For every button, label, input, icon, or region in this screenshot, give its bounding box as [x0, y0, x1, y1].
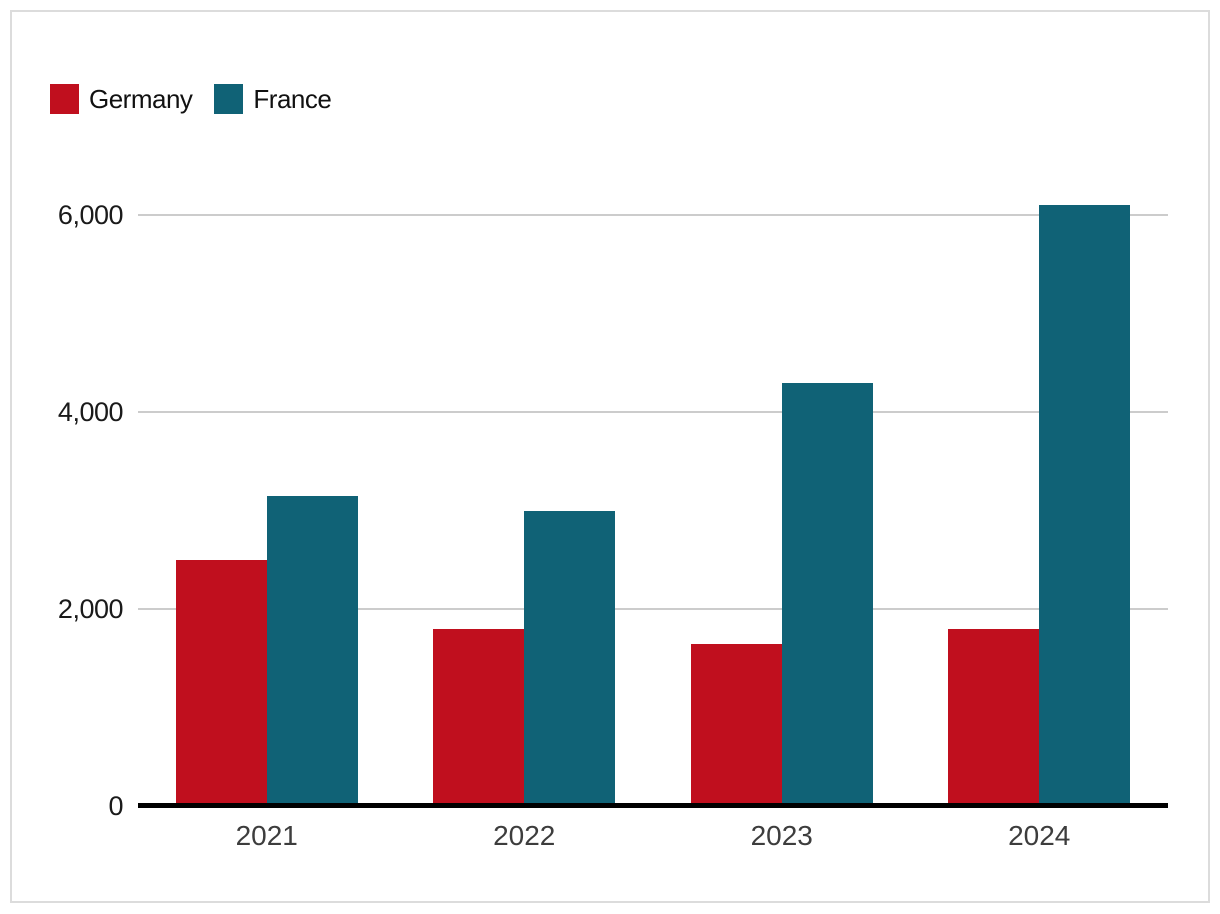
x-axis-baseline: [138, 803, 1168, 808]
bar-france-2024[interactable]: [1039, 205, 1131, 806]
x-tick-label-2023: 2023: [750, 820, 813, 851]
gridlines-layer: [138, 166, 1168, 806]
plot-area: [138, 166, 1168, 806]
y-tick-label-0: 0: [108, 791, 123, 821]
x-tick-label-2024: 2024: [1008, 820, 1071, 851]
legend: Germany France: [50, 84, 332, 114]
gridline-2000: [138, 608, 1168, 611]
x-axis-labels: 2021 2022 2023 2024: [138, 820, 1168, 852]
legend-item-germany[interactable]: Germany: [50, 84, 193, 114]
bar-group-2024: [911, 166, 1169, 806]
bar-france-2022[interactable]: [524, 511, 616, 806]
france-swatch-icon: [214, 84, 244, 114]
x-tick-label-2022: 2022: [493, 820, 556, 851]
y-tick-label-6000: 6,000: [57, 200, 124, 231]
bar-group-2023: [653, 166, 911, 806]
y-tick-label-2000: 2,000: [57, 594, 124, 625]
bar-group-2022: [396, 166, 654, 806]
bar-france-2021[interactable]: [266, 496, 358, 806]
gridline-4000: [138, 411, 1168, 414]
bar-germany-2021[interactable]: [175, 560, 267, 806]
bar-germany-2023[interactable]: [690, 644, 782, 806]
legend-label-germany: Germany: [89, 84, 193, 114]
y-tick-label-4000: 4,000: [57, 397, 124, 428]
gridline-6000: [138, 214, 1168, 217]
bars-layer: [138, 166, 1168, 806]
bar-germany-2022[interactable]: [433, 629, 525, 806]
legend-item-france[interactable]: France: [214, 84, 332, 114]
x-tick-label-2021: 2021: [235, 820, 298, 851]
bar-group-2021: [138, 166, 396, 806]
bar-germany-2024[interactable]: [948, 629, 1040, 806]
chart-card: Germany France 0 2,000 4,000 6,000 2021 2022…: [10, 10, 1210, 903]
legend-label-france: France: [253, 84, 332, 114]
bar-france-2023[interactable]: [781, 383, 873, 806]
germany-swatch-icon: [50, 84, 79, 114]
